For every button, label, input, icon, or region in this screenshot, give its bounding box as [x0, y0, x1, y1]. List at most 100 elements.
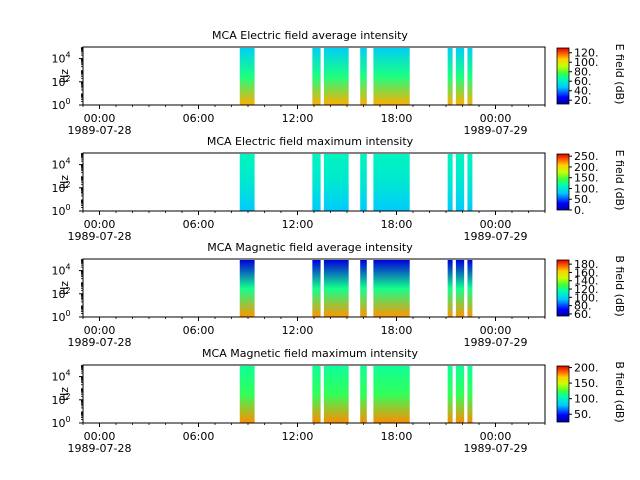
x-tick-label: 00:00	[480, 218, 512, 231]
colorbar	[556, 47, 570, 105]
data-segment	[373, 260, 410, 317]
colorbar-tick-label: 200.	[574, 362, 599, 375]
data-segment	[467, 48, 473, 105]
panel-0: MCA Electric field average intensityHz10…	[51, 29, 626, 137]
y-axis-label: Hz	[58, 281, 71, 295]
panel-1: MCA Electric field maximum intensityHz10…	[51, 135, 626, 243]
data-segment	[360, 260, 367, 317]
colorbar-tick-label: 140.	[574, 275, 599, 288]
colorbar	[556, 365, 570, 423]
colorbar-tick-label: 100.	[574, 393, 599, 406]
colorbar-tick-label: 150.	[574, 172, 599, 185]
colorbar	[556, 153, 570, 211]
data-segment	[239, 260, 255, 317]
panel-title: MCA Magnetic field maximum intensity	[202, 347, 418, 360]
y-tick-label: 100	[51, 309, 70, 324]
data-segment	[455, 154, 465, 211]
data-segment	[467, 366, 473, 423]
colorbar-tick-label: 100.	[574, 56, 599, 69]
data-segment	[373, 154, 410, 211]
colorbar	[556, 259, 570, 317]
x-tick-label: 06:00	[183, 430, 215, 443]
data-segment	[447, 260, 453, 317]
x-tick-label: 00:00	[480, 430, 512, 443]
panel-3: MCA Magnetic field maximum intensityHz10…	[51, 347, 626, 455]
data-segment	[447, 48, 453, 105]
x-tick-label: 00:00	[480, 324, 512, 337]
colorbar-tick-label: 100.	[574, 182, 599, 195]
colorbar-tick-label: 200.	[574, 161, 599, 174]
x-tick-date-label: 1989-07-28	[68, 442, 132, 455]
x-tick-date-label: 1989-07-29	[464, 442, 528, 455]
x-tick-date-label: 1989-07-28	[68, 230, 132, 243]
data-segment	[447, 366, 453, 423]
colorbar-tick-label: 250.	[574, 150, 599, 163]
data-segment	[312, 260, 321, 317]
x-tick-label: 00:00	[84, 430, 116, 443]
y-tick-label: 102	[51, 74, 70, 89]
x-tick-label: 18:00	[381, 324, 413, 337]
y-tick-label: 102	[51, 180, 70, 195]
x-tick-label: 00:00	[480, 112, 512, 125]
colorbar-tick-label: 60.	[574, 75, 592, 88]
colorbar-tick-label: 0.	[574, 204, 585, 217]
panel-title: MCA Electric field maximum intensity	[207, 135, 414, 148]
x-tick-label: 12:00	[282, 218, 314, 231]
x-tick-label: 18:00	[381, 218, 413, 231]
data-segment	[312, 366, 321, 423]
x-tick-label: 06:00	[183, 112, 215, 125]
y-tick-label: 104	[51, 51, 70, 66]
x-tick-label: 00:00	[84, 112, 116, 125]
data-segment	[373, 48, 410, 105]
y-tick-label: 102	[51, 286, 70, 301]
colorbar-label: E field (dB)	[613, 44, 626, 105]
x-tick-date-label: 1989-07-28	[68, 124, 132, 137]
colorbar-tick-label: 120.	[574, 47, 599, 60]
x-tick-label: 12:00	[282, 430, 314, 443]
x-tick-date-label: 1989-07-28	[68, 336, 132, 349]
colorbar-tick-label: 180.	[574, 258, 599, 271]
x-tick-label: 18:00	[381, 112, 413, 125]
colorbar-tick-label: 80.	[574, 300, 592, 313]
colorbar-tick-label: 20.	[574, 94, 592, 107]
y-axis-label: Hz	[58, 69, 71, 83]
data-segment	[467, 260, 473, 317]
x-tick-date-label: 1989-07-29	[464, 336, 528, 349]
panel-title: MCA Magnetic field average intensity	[207, 241, 413, 254]
y-tick-label: 102	[51, 392, 70, 407]
colorbar-tick-label: 160.	[574, 266, 599, 279]
data-segment	[455, 366, 465, 423]
panel-title: MCA Electric field average intensity	[212, 29, 408, 42]
data-segment	[323, 48, 349, 105]
data-segment	[455, 260, 465, 317]
colorbar-label: B field (dB)	[613, 255, 626, 316]
x-tick-label: 06:00	[183, 218, 215, 231]
data-segment	[323, 260, 349, 317]
colorbar-label: B field (dB)	[613, 361, 626, 422]
data-segment	[239, 366, 255, 423]
panel-2: MCA Magnetic field average intensityHz10…	[51, 241, 626, 349]
data-segment	[312, 154, 321, 211]
x-tick-label: 06:00	[183, 324, 215, 337]
x-tick-label: 00:00	[84, 324, 116, 337]
data-segment	[239, 48, 255, 105]
data-segment	[360, 366, 367, 423]
x-tick-label: 18:00	[381, 430, 413, 443]
y-tick-label: 100	[51, 415, 70, 430]
x-tick-date-label: 1989-07-29	[464, 124, 528, 137]
y-tick-label: 104	[51, 369, 70, 384]
y-tick-label: 100	[51, 97, 70, 112]
colorbar-tick-label: 150.	[574, 377, 599, 390]
colorbar-tick-label: 50.	[574, 193, 592, 206]
y-axis-label: Hz	[58, 387, 71, 401]
x-tick-date-label: 1989-07-29	[464, 230, 528, 243]
y-axis-label: Hz	[58, 175, 71, 189]
colorbar-label: E field (dB)	[613, 150, 626, 211]
y-tick-label: 104	[51, 157, 70, 172]
colorbar-tick-label: 40.	[574, 85, 592, 98]
colorbar-tick-label: 60.	[574, 308, 592, 321]
data-segment	[447, 154, 453, 211]
x-tick-label: 12:00	[282, 112, 314, 125]
data-segment	[455, 48, 465, 105]
